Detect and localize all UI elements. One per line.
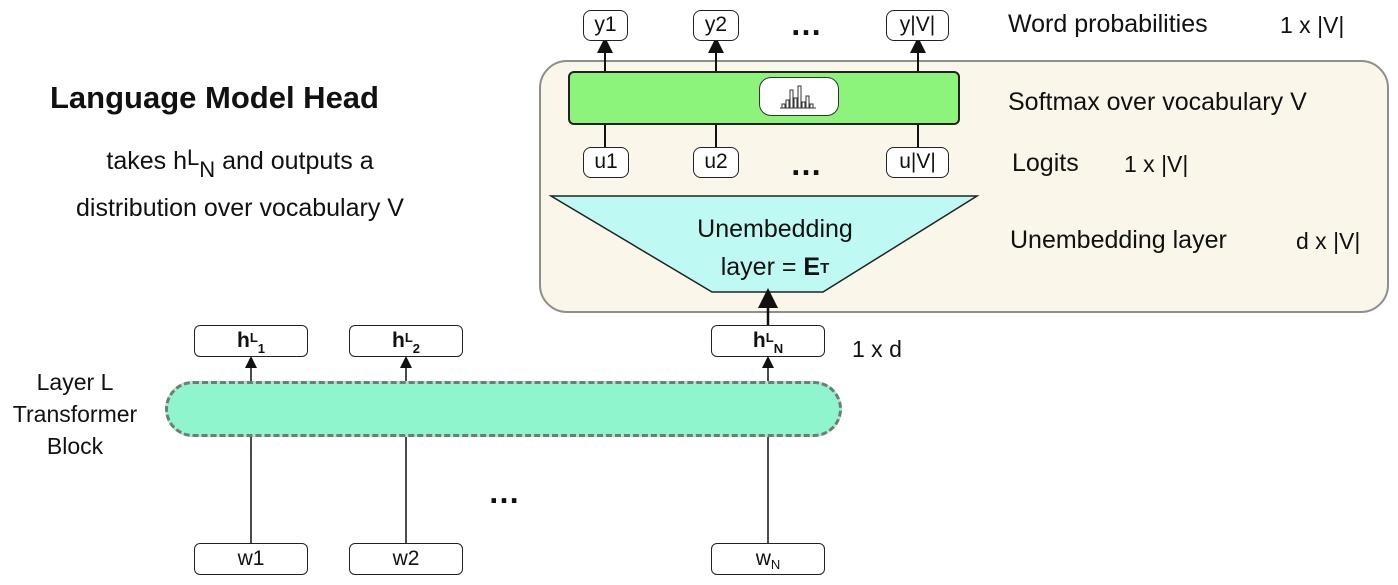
output-ellipsis: … [790,6,826,42]
logit-node-u2: u2 [693,147,739,178]
input-ellipsis: … [488,474,524,510]
transformer-block [165,381,842,437]
softmax-label: Softmax over vocabulary V [1008,88,1307,116]
input-node-w1: w1 [194,543,308,575]
logit-node-uv: u|V| [886,147,949,178]
histogram-icon [759,77,839,116]
hidden-node-h2: hL2 [349,325,463,357]
diagram-subtitle: takes hLN and outputs a distribution ove… [76,145,404,222]
input-node-wN: wN [711,543,825,575]
hidden-dim: 1 x d [852,336,902,362]
word-probabilities-dim: 1 x |V| [1280,12,1345,38]
transformer-block-label: Layer L Transformer Block [12,369,138,459]
diagram-title: Language Model Head [50,80,379,115]
hidden-node-hN: hLN [711,325,825,357]
output-node-y1: y1 [583,10,628,41]
hidden-node-h1: hL1 [194,325,308,357]
logit-ellipsis: … [790,146,826,182]
unembedding-label: Unembedding layer = ET [697,215,853,281]
unembedding-dim: d x |V| [1296,228,1361,254]
unembedding-layer-label: Unembedding layer [1010,226,1227,254]
unembedding-trapezoid [548,195,980,293]
input-node-w2: w2 [349,543,463,575]
output-node-y2: y2 [693,10,739,41]
logit-node-u1: u1 [583,147,629,178]
word-probabilities-label: Word probabilities [1008,10,1208,38]
logits-dim: 1 x |V| [1124,151,1189,177]
output-node-yv: y|V| [886,10,949,41]
logits-label: Logits [1012,149,1079,177]
